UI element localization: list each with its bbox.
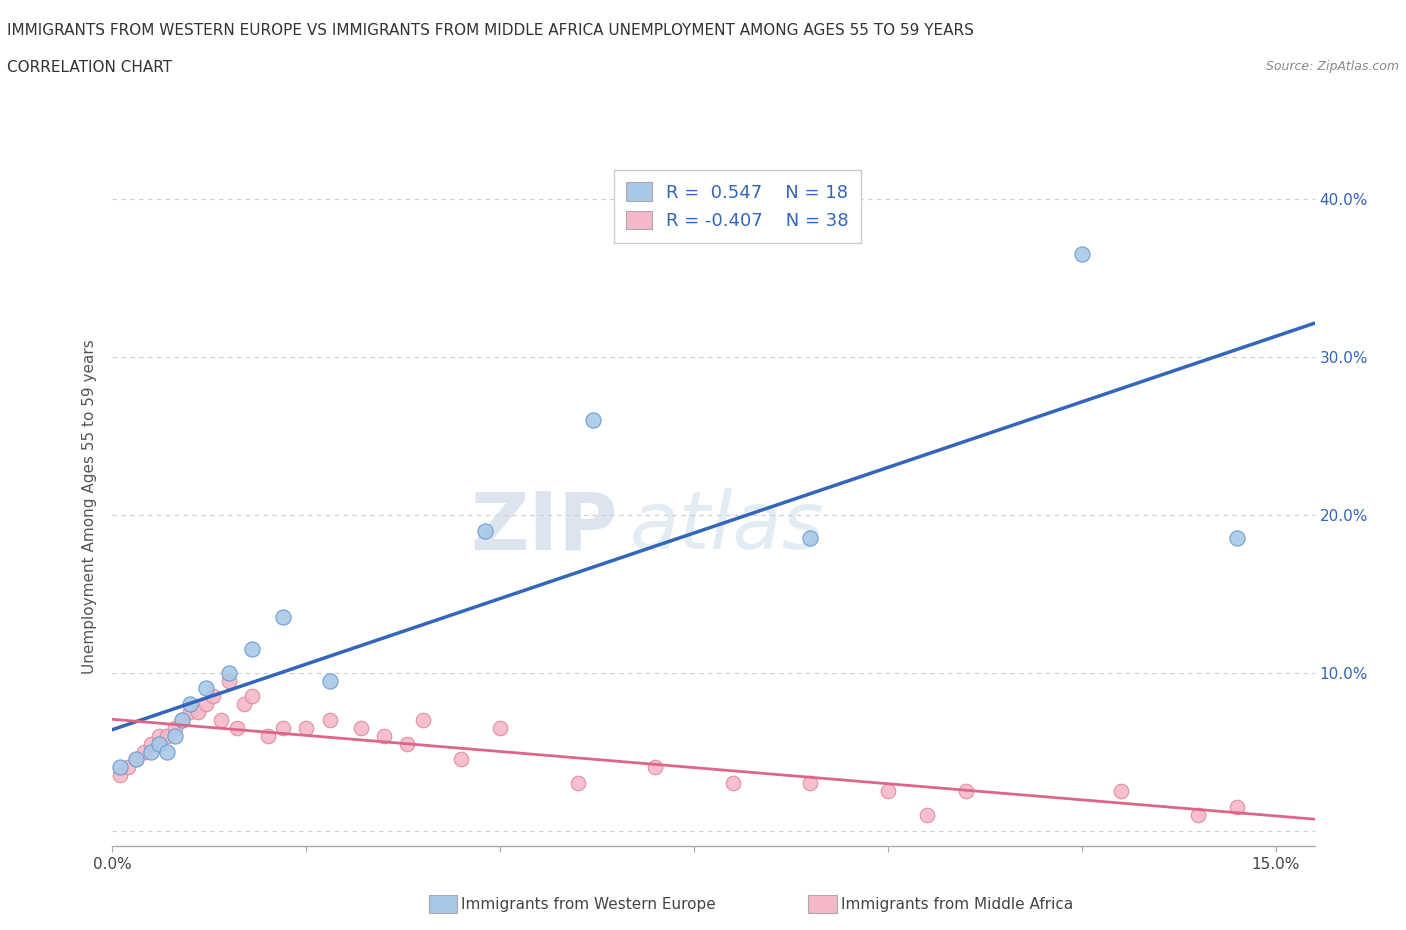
Point [271,721,294,736]
Point [644,760,666,775]
Point [1226,531,1249,546]
Point [148,728,170,743]
Point [474,523,496,538]
Point [125,752,148,767]
Point [233,697,256,711]
Point [1109,784,1132,799]
Point [125,752,148,767]
Point [172,712,194,727]
Point [240,689,263,704]
Point [141,744,163,759]
Point [915,807,938,822]
Point [209,712,232,727]
Text: CORRELATION CHART: CORRELATION CHART [7,60,172,75]
Point [132,744,155,759]
Point [117,760,139,775]
Text: Immigrants from Western Europe: Immigrants from Western Europe [461,897,716,912]
Point [295,721,318,736]
Point [318,712,340,727]
Point [163,721,186,736]
Point [450,752,472,767]
Text: atlas: atlas [630,488,824,566]
Point [172,712,194,727]
Point [412,712,434,727]
Text: Source: ZipAtlas.com: Source: ZipAtlas.com [1265,60,1399,73]
Point [350,721,373,736]
Legend: R =  0.547    N = 18, R = -0.407    N = 38: R = 0.547 N = 18, R = -0.407 N = 38 [614,169,862,243]
Point [240,642,263,657]
Point [318,673,340,688]
Point [156,728,179,743]
Point [218,673,240,688]
Point [148,737,170,751]
Point [1187,807,1209,822]
Point [110,768,132,783]
Point [194,681,217,696]
Point [721,776,744,790]
Point [396,737,419,751]
Point [156,744,179,759]
Point [799,776,821,790]
Point [877,784,900,799]
Point [179,697,201,711]
Y-axis label: Unemployment Among Ages 55 to 59 years: Unemployment Among Ages 55 to 59 years [82,339,97,674]
Point [1071,246,1094,261]
Point [141,737,163,751]
Point [799,531,821,546]
Point [256,728,278,743]
Point [179,705,201,720]
Point [225,721,247,736]
Text: IMMIGRANTS FROM WESTERN EUROPE VS IMMIGRANTS FROM MIDDLE AFRICA UNEMPLOYMENT AMO: IMMIGRANTS FROM WESTERN EUROPE VS IMMIGR… [7,23,974,38]
Point [955,784,977,799]
Point [187,705,209,720]
Point [1226,800,1249,815]
Point [582,413,605,428]
Point [110,760,132,775]
Text: Immigrants from Middle Africa: Immigrants from Middle Africa [841,897,1073,912]
Point [202,689,225,704]
Point [194,697,217,711]
Point [271,610,294,625]
Point [489,721,512,736]
Point [218,665,240,680]
Point [567,776,589,790]
Point [163,728,186,743]
Text: ZIP: ZIP [470,488,617,566]
Point [373,728,395,743]
